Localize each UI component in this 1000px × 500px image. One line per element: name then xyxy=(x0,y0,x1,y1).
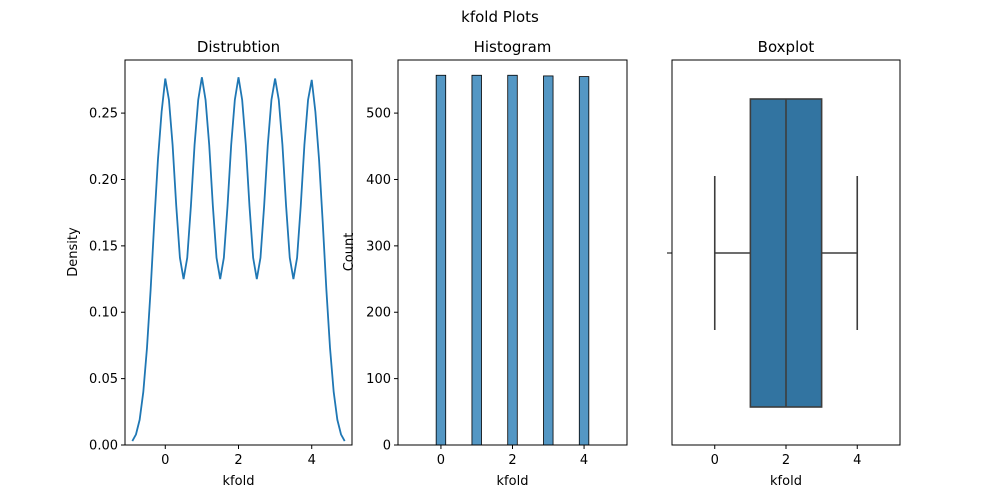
density-curve xyxy=(131,77,346,442)
y-tick-label: 0.15 xyxy=(89,239,118,254)
boxplot-subplot: Boxplot 0 2 4 kfold xyxy=(667,38,901,489)
histogram-x-axis-label: kfold xyxy=(497,474,529,489)
boxplot-x-ticks: 0 2 4 xyxy=(711,445,861,468)
histogram-subplot: Histogram 0 100 200 300 400 500 0 2 4 kfold Cou… xyxy=(342,38,628,489)
x-tick-label: 4 xyxy=(308,453,316,468)
x-tick-label: 0 xyxy=(711,453,719,468)
histogram-bars xyxy=(435,74,590,446)
histogram-bar xyxy=(471,74,482,446)
x-tick-label: 0 xyxy=(161,453,169,468)
boxplot-elements xyxy=(713,98,859,408)
x-tick-label: 2 xyxy=(508,453,516,468)
x-tick-label: 4 xyxy=(580,453,588,468)
histogram-bar xyxy=(578,76,590,446)
density-x-ticks: 0 2 4 xyxy=(161,445,316,468)
y-tick-label: 0.20 xyxy=(89,173,118,188)
boxplot-x-axis-label: kfold xyxy=(770,474,802,489)
histogram-bar xyxy=(543,75,554,446)
figure-suptitle: kfold Plots xyxy=(461,8,539,26)
y-tick-label: 0.05 xyxy=(89,372,118,387)
histogram-bar xyxy=(435,74,447,446)
y-tick-label: 300 xyxy=(366,239,391,254)
histogram-title: Histogram xyxy=(474,38,552,56)
histogram-x-ticks: 0 2 4 xyxy=(437,445,588,468)
y-tick-label: 100 xyxy=(366,372,391,387)
y-tick-label: 400 xyxy=(366,173,391,188)
boxplot-title: Boxplot xyxy=(758,38,815,56)
density-axes-frame xyxy=(124,59,353,446)
y-tick-label: 200 xyxy=(366,306,391,321)
boxplot-axes-frame xyxy=(671,59,901,446)
x-tick-label: 4 xyxy=(853,453,861,468)
density-subplot: Distrubtion 0.00 0.05 0.10 0.15 0.20 0.25 0 2 4… xyxy=(66,38,353,489)
histogram-axes-frame xyxy=(397,59,628,446)
density-title: Distrubtion xyxy=(197,38,280,56)
density-x-axis-label: kfold xyxy=(223,474,255,489)
y-tick-label: 500 xyxy=(366,107,391,122)
histogram-y-ticks: 0 100 200 300 400 500 xyxy=(366,107,398,454)
y-tick-label: 0.25 xyxy=(89,107,118,122)
y-tick-label: 0 xyxy=(383,439,391,454)
x-tick-label: 2 xyxy=(782,453,790,468)
density-y-ticks: 0.00 0.05 0.10 0.15 0.20 0.25 xyxy=(89,107,125,454)
y-tick-label: 0.10 xyxy=(89,306,118,321)
histogram-y-axis-label: Count xyxy=(342,233,357,272)
x-tick-label: 0 xyxy=(437,453,445,468)
histogram-bar xyxy=(507,74,518,446)
density-y-axis-label: Density xyxy=(66,227,81,277)
y-tick-label: 0.00 xyxy=(89,439,118,454)
x-tick-label: 2 xyxy=(234,453,242,468)
